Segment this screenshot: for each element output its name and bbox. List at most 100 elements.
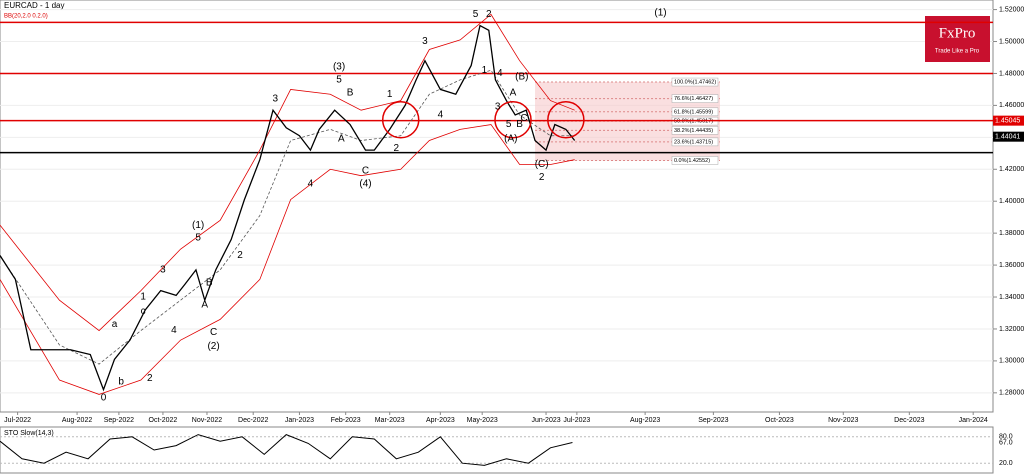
logo [925,16,990,62]
x-tick-label: Mar-2023 [375,417,405,424]
wave-label: (C) [535,159,549,170]
highlight-circle [494,101,532,139]
wave-label: 1 [482,65,488,76]
y-tick-label: 1.38000 [999,230,1024,237]
line-series [0,124,575,395]
x-tick-label: Jul-2023 [563,417,590,424]
y-tick-label: 1.34000 [999,294,1024,301]
wave-label: 1 [140,292,146,303]
wave-label: (1) [192,220,204,231]
highlight-circle [381,101,420,139]
last-price-label: 1.44041 [995,134,1020,141]
x-tick-label: Jun-2023 [531,417,560,424]
x-tick-label: Nov-2022 [192,417,222,424]
x-tick-label: Sep-2023 [698,417,728,424]
fib-label-box [671,94,719,103]
fib-label: 38.2%(1.44435) [674,128,713,134]
plot-frame [0,0,994,413]
wave-label: (B) [515,71,528,82]
x-tick-label: Apr-2023 [426,417,455,424]
line-series [0,24,576,392]
x-tick-label: Oct-2022 [149,417,178,424]
wave-label: (2) [207,341,219,352]
wave-label: 0 [101,392,107,403]
highlight-circle [547,101,585,139]
wave-label: b [118,376,124,387]
x-tick-label: Dec-2022 [238,417,268,424]
wave-label: 2 [486,9,492,20]
y-tick-label: 1.46000 [999,102,1024,109]
wave-label: C [210,327,217,338]
wave-label: 2 [394,143,400,154]
line-series [0,69,575,365]
wave-label: B [206,277,213,288]
y-tick-label: 1.48000 [999,70,1024,77]
fib-label: 23.6%(1.43715) [674,139,713,145]
fib-label: 50.0%(1.45017) [674,119,713,125]
x-tick-label: May-2023 [467,417,498,424]
fib-label-box [671,126,719,135]
fib-label-box [671,137,719,147]
wave-label: 4 [171,325,177,336]
wave-label: 5 [473,9,479,20]
stoch-tick-label: 80.0 [999,434,1013,441]
wave-label: 4 [497,68,503,79]
wave-label: 5 [195,233,201,244]
y-tick-label: 1.52000 [999,6,1024,13]
level-label: 1.45045 [995,117,1020,124]
line-series [0,434,573,466]
wave-label: c [141,306,146,317]
fib-label: 0.0%(1.42552) [674,158,710,164]
x-tick-label: Jan-2024 [959,417,988,424]
wave-label: 3 [422,36,428,47]
wave-label: 5 [336,74,342,85]
fib-label: 76.6%(1.46427) [674,96,713,102]
x-tick-label: Oct-2023 [765,417,794,424]
wave-label: B [347,87,354,98]
x-tick-label: Jul-2022 [4,417,31,424]
indicator-label: BB(20,2.0 0.2.0) [4,14,48,20]
wave-label: 3 [495,102,501,113]
wave-label: 3 [160,265,166,276]
wave-label: B [516,119,523,130]
stoch-title: STO Slow(14,3) [4,430,54,437]
x-tick-label: Jan-2023 [285,417,314,424]
y-tick-label: 1.50000 [999,38,1024,45]
level-label-box [993,115,1024,126]
x-tick-label: Sep-2022 [104,417,134,424]
x-tick-label: Dec-2023 [894,417,924,424]
y-tick-label: 1.30000 [999,358,1024,365]
fib-label-box [671,77,719,87]
wave-label: 3 [272,94,278,105]
stoch-frame [0,426,994,474]
y-tick-label: 1.32000 [999,326,1024,333]
wave-label: (1) [654,7,666,18]
wave-label: (3) [333,62,345,73]
x-tick-label: Feb-2023 [331,417,361,424]
wave-label: 2 [147,373,153,384]
wave-label: 2 [539,172,545,183]
y-tick-label: 1.28000 [999,390,1024,397]
fib-label: 100.0%(1.47462) [674,80,716,86]
wave-label: 1 [387,89,393,100]
fib-label-box [671,156,719,165]
stoch-tick-label: 20.0 [999,460,1013,467]
x-tick-label: Aug-2023 [630,417,660,424]
fib-label: 61.8%(1.45599) [674,109,713,115]
logo-tagline: Trade Like a Pro [935,49,980,55]
wave-label: (4) [359,178,371,189]
y-tick-label: 1.40000 [999,198,1024,205]
line-series [0,13,575,332]
y-tick-label: 1.42000 [999,166,1024,173]
last-price-box [993,131,1024,142]
x-tick-label: Nov-2023 [828,417,858,424]
wave-label: a [112,319,118,330]
wave-label: A [338,134,345,145]
wave-label: (A) [504,134,517,145]
wave-label: C [520,113,527,124]
fib-label-box [671,107,719,117]
stoch-last-label: 67.0 [999,439,1013,446]
wave-label: C [362,166,369,177]
chart-title: EURCAD - 1 day [4,1,64,10]
